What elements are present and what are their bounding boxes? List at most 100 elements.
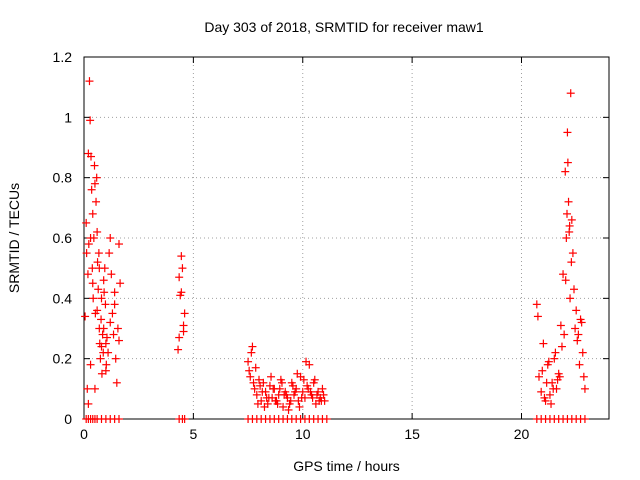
data-point bbox=[547, 399, 556, 408]
data-point bbox=[88, 264, 97, 273]
data-point bbox=[544, 357, 553, 366]
data-point bbox=[87, 185, 96, 194]
data-point bbox=[94, 285, 103, 294]
data-point bbox=[295, 402, 304, 411]
data-point bbox=[109, 330, 118, 339]
data-point bbox=[101, 300, 110, 309]
x-tick-label: 0 bbox=[80, 426, 88, 442]
data-point bbox=[101, 366, 110, 375]
data-point bbox=[545, 390, 554, 399]
data-point bbox=[115, 240, 123, 249]
data-point bbox=[540, 393, 549, 402]
x-axis-label: GPS time / hours bbox=[293, 458, 400, 474]
data-point bbox=[542, 378, 551, 387]
data-point bbox=[310, 375, 319, 384]
data-point bbox=[273, 399, 282, 408]
data-point bbox=[252, 390, 261, 399]
data-point bbox=[297, 393, 306, 402]
chart-title: Day 303 of 2018, SRMTID for receiver maw… bbox=[204, 19, 484, 35]
data-point bbox=[112, 378, 121, 387]
data-point bbox=[267, 372, 276, 381]
axis-ticks: 0 5 10 15 20 0 0.2 0.4 0.6 0.8 1 1.2 bbox=[53, 49, 609, 442]
data-point bbox=[553, 375, 562, 384]
data-point bbox=[84, 399, 93, 408]
data-point bbox=[561, 167, 570, 176]
data-point bbox=[102, 333, 111, 342]
data-point bbox=[180, 415, 189, 423]
x-tick-label: 10 bbox=[295, 426, 311, 442]
x-tick-label: 15 bbox=[404, 426, 420, 442]
data-point bbox=[90, 384, 99, 393]
data-point bbox=[575, 360, 584, 369]
data-point bbox=[87, 152, 95, 161]
data-point bbox=[322, 415, 331, 423]
plot-frame bbox=[83, 56, 610, 420]
data-point bbox=[248, 342, 257, 351]
data-point bbox=[88, 279, 97, 288]
data-point bbox=[557, 342, 566, 351]
data-point bbox=[107, 270, 116, 279]
data-point bbox=[574, 330, 583, 339]
data-point bbox=[177, 252, 186, 261]
data-point bbox=[108, 309, 117, 318]
data-point bbox=[104, 348, 113, 357]
y-tick-label: 0.6 bbox=[53, 230, 73, 246]
data-point bbox=[85, 77, 94, 86]
data-point bbox=[277, 378, 286, 387]
data-point bbox=[286, 396, 295, 405]
data-point bbox=[559, 270, 568, 279]
data-point bbox=[298, 387, 307, 396]
y-tick-label: 0.8 bbox=[53, 170, 73, 186]
y-tick-label: 0 bbox=[64, 411, 72, 427]
data-point bbox=[90, 179, 99, 188]
data-point bbox=[94, 249, 103, 258]
data-point bbox=[312, 390, 321, 399]
data-point bbox=[174, 345, 183, 354]
data-point bbox=[539, 339, 548, 348]
data-point bbox=[113, 324, 122, 333]
data-point bbox=[115, 415, 123, 423]
data-point bbox=[97, 294, 106, 303]
data-point bbox=[244, 357, 253, 366]
data-point bbox=[258, 387, 267, 396]
x-tick-label: 5 bbox=[189, 426, 197, 442]
data-point bbox=[317, 396, 326, 405]
data-point bbox=[111, 354, 120, 363]
data-point bbox=[579, 372, 588, 381]
data-point bbox=[532, 300, 541, 309]
data-point bbox=[245, 366, 254, 375]
data-point bbox=[293, 369, 302, 378]
data-point bbox=[99, 324, 108, 333]
data-point bbox=[568, 249, 577, 258]
data-point bbox=[93, 227, 102, 236]
data-point bbox=[82, 218, 91, 227]
y-tick-label: 0.2 bbox=[53, 351, 73, 367]
data-point bbox=[566, 89, 575, 98]
data-point bbox=[251, 363, 260, 372]
data-point bbox=[95, 264, 104, 273]
data-point bbox=[98, 330, 107, 339]
data-point bbox=[563, 209, 571, 218]
data-point bbox=[84, 240, 93, 249]
data-point bbox=[551, 348, 560, 357]
data-point bbox=[318, 384, 327, 393]
data-point bbox=[577, 318, 586, 327]
data-point bbox=[93, 306, 102, 315]
data-point bbox=[561, 276, 570, 285]
data-point bbox=[538, 366, 547, 375]
data-point bbox=[180, 309, 189, 318]
data-point bbox=[279, 402, 288, 411]
data-point bbox=[562, 234, 571, 242]
data-point bbox=[83, 270, 92, 279]
data-point bbox=[572, 306, 581, 315]
data-point bbox=[92, 173, 101, 182]
data-point bbox=[250, 384, 259, 393]
data-point bbox=[246, 372, 255, 381]
data-point bbox=[89, 234, 98, 242]
data-point bbox=[282, 390, 291, 399]
data-point bbox=[260, 402, 269, 411]
data-point bbox=[535, 372, 543, 381]
data-point bbox=[89, 294, 98, 303]
data-point bbox=[97, 315, 106, 324]
